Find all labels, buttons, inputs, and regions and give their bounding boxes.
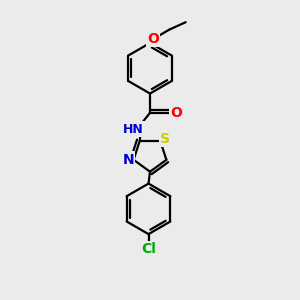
Text: O: O <box>147 32 159 46</box>
Text: Cl: Cl <box>141 242 156 256</box>
Text: O: O <box>170 106 182 120</box>
Text: S: S <box>160 132 170 146</box>
Text: HN: HN <box>123 123 144 136</box>
Text: N: N <box>122 153 134 167</box>
